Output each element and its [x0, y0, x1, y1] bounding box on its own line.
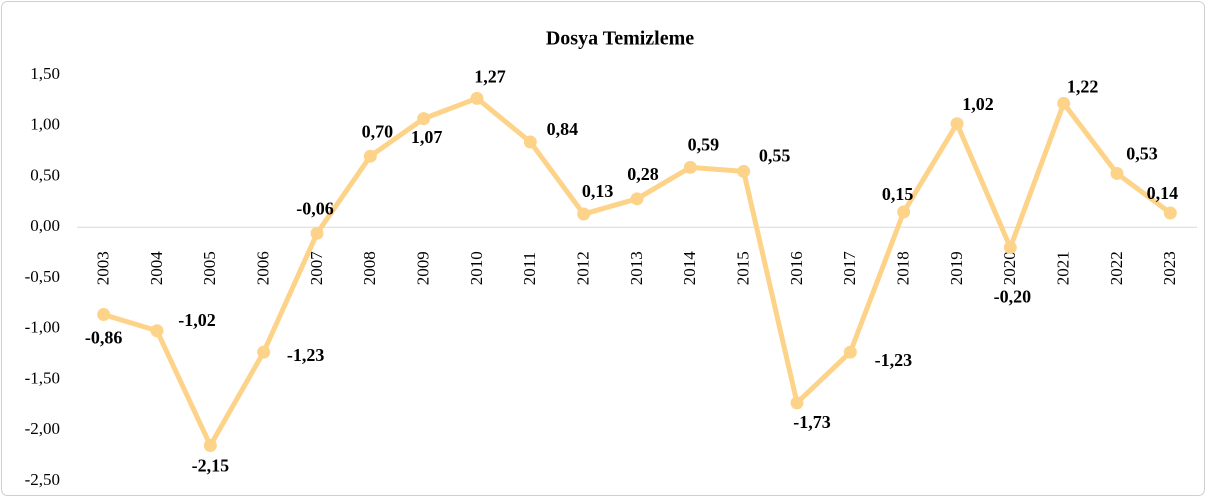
marker — [790, 396, 804, 410]
marker — [1110, 166, 1124, 180]
x-tick-label: 2012 — [574, 251, 593, 285]
data-label: 0,15 — [882, 184, 914, 204]
data-label: -1,23 — [875, 350, 913, 370]
data-label: 0,13 — [582, 181, 614, 201]
x-tick-label: 2007 — [307, 251, 326, 286]
marker — [470, 91, 484, 105]
x-tick-label: 2010 — [467, 251, 486, 285]
data-label: 0,55 — [759, 146, 791, 166]
marker — [97, 308, 111, 322]
marker — [1163, 206, 1177, 220]
data-label: 1,07 — [411, 127, 443, 147]
x-tick-label: 2018 — [894, 251, 913, 285]
x-tick-label: 2019 — [947, 251, 966, 285]
y-tick-label: -2,00 — [25, 419, 60, 438]
data-label: 0,59 — [688, 134, 720, 154]
marker — [1057, 96, 1071, 110]
y-tick-label: -0,50 — [25, 267, 60, 286]
data-label: 0,84 — [547, 119, 579, 139]
marker — [203, 438, 217, 452]
data-label: -2,15 — [192, 456, 230, 476]
x-tick-label: 2005 — [200, 251, 219, 285]
x-tick-label: 2009 — [414, 251, 433, 285]
marker — [897, 205, 911, 219]
data-label: -1,73 — [793, 412, 831, 432]
y-tick-label: 0,00 — [30, 216, 60, 235]
data-label: 0,14 — [1147, 183, 1179, 203]
data-label: 0,53 — [1126, 144, 1158, 164]
data-label: -1,23 — [287, 345, 325, 365]
x-tick-label: 2013 — [627, 251, 646, 285]
marker — [1003, 241, 1017, 255]
data-label: -0,06 — [296, 198, 334, 218]
marker — [843, 345, 857, 359]
x-tick-label: 2011 — [520, 252, 539, 285]
marker — [523, 135, 537, 149]
marker — [683, 160, 697, 174]
marker — [737, 164, 751, 178]
y-tick-label: 0,50 — [30, 165, 60, 184]
x-tick-label: 2006 — [254, 251, 273, 285]
data-label: -1,02 — [178, 310, 216, 330]
y-tick-label: 1,50 — [30, 64, 60, 83]
marker — [630, 192, 644, 206]
x-tick-label: 2004 — [147, 251, 166, 286]
chart-title: Dosya Temizleme — [546, 28, 694, 50]
marker — [577, 207, 591, 221]
y-tick-label: 1,00 — [30, 115, 60, 134]
marker — [310, 226, 324, 240]
x-tick-label: 2022 — [1107, 251, 1126, 285]
x-tick-label: 2020 — [1000, 251, 1019, 285]
x-tick-label: 2008 — [360, 251, 379, 285]
data-label: 1,22 — [1067, 77, 1099, 97]
marker — [363, 149, 377, 163]
y-tick-label: -1,00 — [25, 318, 60, 337]
x-tick-label: 2023 — [1160, 251, 1179, 285]
x-tick-label: 2016 — [787, 251, 806, 285]
marker — [257, 345, 271, 359]
data-label: 1,02 — [962, 94, 994, 114]
x-tick-label: 2017 — [840, 251, 859, 286]
data-label: 0,28 — [627, 164, 659, 184]
data-label: -0,20 — [994, 287, 1032, 307]
x-tick-label: 2015 — [734, 251, 753, 285]
data-label: -0,86 — [85, 328, 123, 348]
marker — [150, 324, 164, 338]
data-label: 1,27 — [474, 66, 506, 86]
y-tick-label: -2,50 — [25, 470, 60, 489]
marker — [950, 117, 964, 131]
x-tick-label: 2003 — [94, 251, 113, 285]
data-label: 0,70 — [362, 121, 394, 141]
marker — [417, 112, 431, 126]
x-tick-label: 2014 — [680, 251, 699, 286]
x-tick-label: 2021 — [1054, 251, 1073, 285]
y-tick-label: -1,50 — [25, 368, 60, 387]
